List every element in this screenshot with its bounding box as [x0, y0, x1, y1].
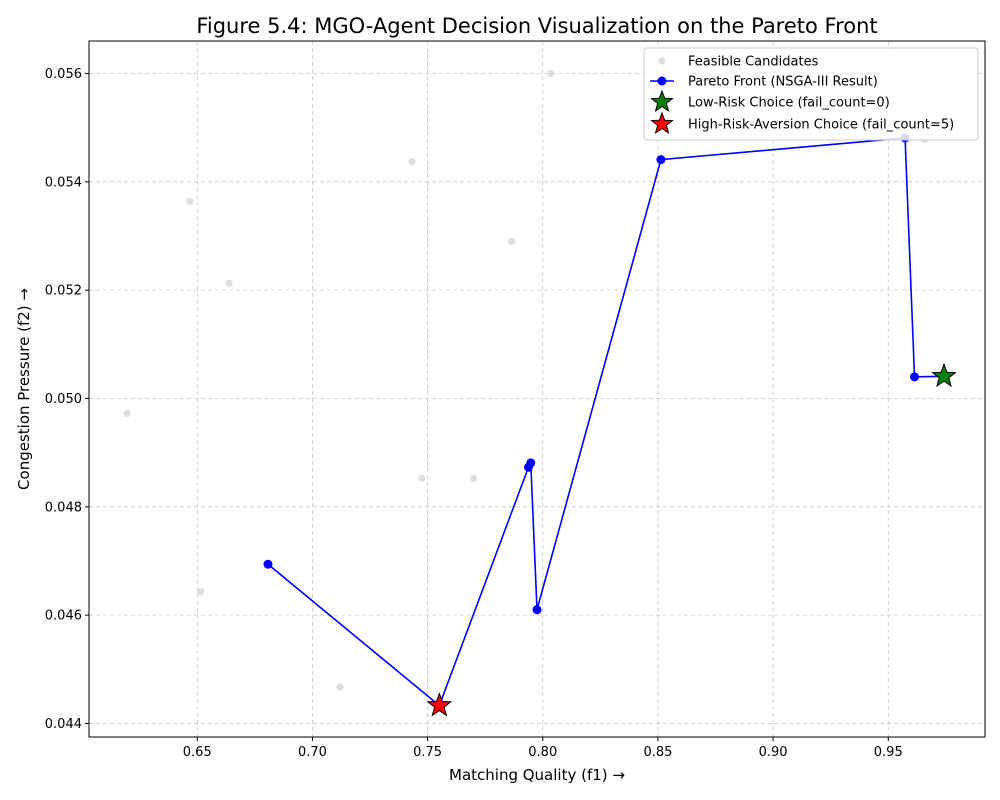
x-axis-ticks: 0.65 0.70 0.75 0.80 0.85 0.90 0.95	[183, 737, 903, 760]
plot-frame	[88, 40, 986, 738]
candidate-point	[123, 410, 131, 418]
choice-markers	[426, 362, 957, 717]
legend-marker-star	[650, 111, 674, 135]
candidate-point	[508, 237, 516, 246]
candidate-point	[197, 588, 205, 596]
candidate-point	[418, 474, 426, 482]
pareto-point	[656, 155, 666, 165]
feasible-candidates	[123, 69, 929, 691]
y-tick-label: 0.048	[45, 500, 82, 515]
legend-label: Feasible Candidates	[688, 55, 819, 70]
y-tick-label: 0.054	[45, 175, 82, 190]
legend-label: Low-Risk Choice (fail_count=0)	[688, 96, 890, 111]
y-tick-label: 0.056	[45, 67, 82, 82]
legend-label: Pareto Front (NSGA-III Result)	[688, 75, 878, 90]
x-tick-label: 0.85	[643, 745, 672, 760]
pareto-point	[910, 372, 920, 382]
legend-label: High-Risk-Aversion Choice (fail_count=5)	[688, 118, 954, 133]
y-tick-label: 0.052	[45, 284, 82, 299]
candidate-point	[225, 279, 233, 287]
pareto-point	[526, 458, 536, 468]
high-risk-aversion-star	[426, 692, 453, 717]
y-axis-label: Congestion Pressure (f2) →	[15, 288, 33, 490]
x-axis-label: Matching Quality (f1) →	[449, 766, 625, 784]
candidate-point	[547, 69, 555, 78]
x-tick-label: 0.75	[413, 745, 442, 760]
x-tick-label: 0.95	[874, 745, 903, 760]
y-tick-label: 0.046	[45, 609, 82, 624]
low-risk-star	[931, 362, 957, 388]
y-axis-ticks: 0.044 0.046 0.048 0.050 0.052 0.054 0.056	[45, 67, 89, 732]
legend-marker-star	[650, 89, 674, 113]
candidate-point	[336, 683, 344, 691]
x-tick-label: 0.70	[298, 745, 327, 760]
chart-title: Figure 5.4: MGO-Agent Decision Visualiza…	[196, 14, 877, 38]
candidate-point	[408, 158, 416, 166]
candidate-point	[470, 475, 478, 483]
x-tick-label: 0.80	[528, 745, 557, 760]
legend-box	[643, 47, 979, 141]
y-tick-label: 0.044	[45, 717, 82, 732]
pareto-point	[532, 605, 542, 615]
legend-marker-pareto	[657, 76, 667, 86]
x-tick-label: 0.90	[759, 745, 788, 760]
pareto-point	[263, 559, 273, 569]
y-tick-label: 0.050	[45, 392, 82, 407]
legend: Feasible Candidates Pareto Front (NSGA-II…	[643, 47, 979, 141]
x-tick-label: 0.65	[183, 745, 212, 760]
legend-marker-candidates	[658, 57, 666, 65]
candidate-point	[186, 197, 194, 205]
